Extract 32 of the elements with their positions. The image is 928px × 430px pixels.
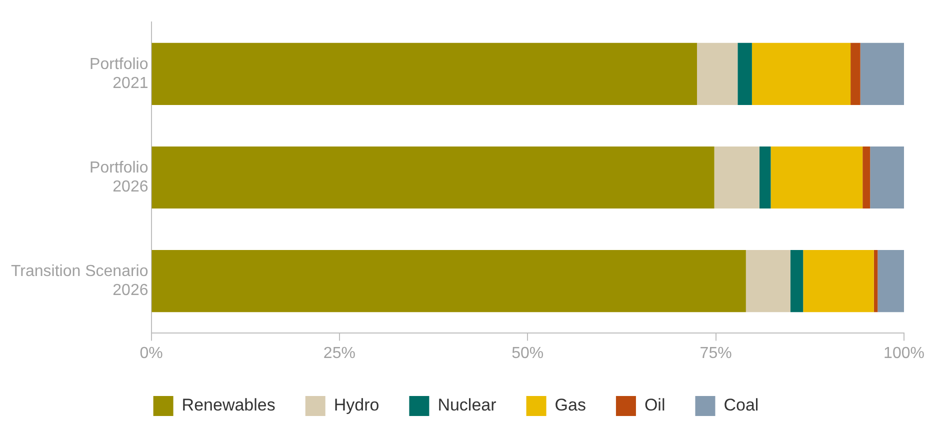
bar [759, 146, 771, 209]
y-tick-label: Portfolio 2026 [90, 159, 148, 196]
bar [770, 146, 863, 209]
legend-label: Gas [554, 396, 586, 415]
bar [746, 250, 790, 312]
bar [714, 146, 760, 209]
bar [738, 42, 752, 106]
bar [850, 42, 860, 106]
legend-label: Nuclear [438, 396, 497, 415]
legend-label: Hydro [334, 396, 380, 415]
bar [152, 146, 714, 209]
bar [803, 250, 874, 312]
y-tick-label: Portfolio 2021 [90, 56, 148, 92]
bar [874, 250, 878, 312]
legend-label: Coal [724, 396, 759, 415]
x-tick-label: 50% [512, 344, 544, 362]
bar [152, 42, 697, 106]
x-tick-label: 25% [323, 344, 356, 362]
legend-label: Oil [644, 396, 666, 415]
x-tick-label: 75% [700, 344, 732, 362]
bar [152, 250, 746, 312]
legend-label: Renewables [182, 396, 276, 415]
bar [752, 42, 851, 106]
x-tick-label: 0% [140, 344, 163, 362]
bar [860, 42, 904, 106]
bar [696, 42, 738, 106]
x-tick-label: 100% [884, 344, 924, 362]
bar [878, 250, 904, 312]
bar [862, 146, 870, 209]
bar [790, 250, 804, 312]
y-tick-label: Transition Scenario 2026 [11, 262, 148, 300]
bar [870, 146, 904, 209]
